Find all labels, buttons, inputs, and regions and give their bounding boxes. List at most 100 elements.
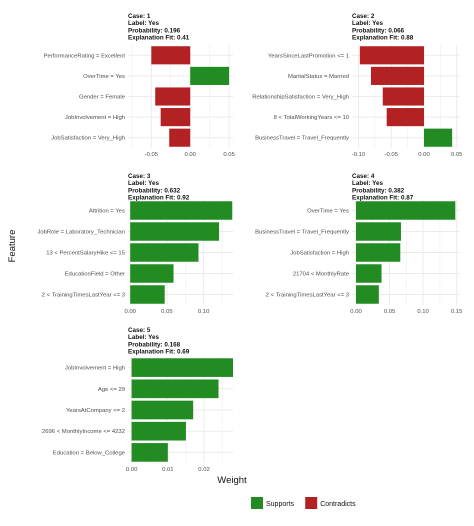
facet-header-fit-line: Explanation Fit: 0.92 (128, 195, 190, 202)
facet-header-prob-line: Probability: 0.168 (128, 341, 181, 348)
facet-header-case-label: Case: 5 (128, 327, 151, 334)
x-tick-label: 0.00 (126, 467, 138, 473)
x-tick-label: 0.00 (184, 152, 196, 158)
feature-label: 8 < TotalWorkingYears <= 10 (274, 115, 350, 121)
facet-header-prob-line: Probability: 0.382 (352, 187, 405, 194)
bar-supports (356, 222, 401, 241)
bar-supports (130, 264, 174, 283)
x-tick-label: 0.10 (417, 309, 429, 315)
bar-contradicts (151, 46, 191, 65)
legend-swatch-contradicts (305, 497, 318, 509)
feature-label: 13 < PercentSalaryHike <= 15 (46, 251, 125, 257)
facet-header-label-line: Label: Yes (352, 20, 384, 27)
x-tick-label: 0.02 (198, 467, 209, 473)
x-tick-label: 0.00 (124, 309, 136, 315)
feature-label: PerformanceRating = Excellent (44, 53, 126, 59)
x-tick-label: -0.05 (385, 152, 399, 158)
feature-label: 21704 < MonthlyRate (293, 272, 350, 278)
bar-contradicts (386, 108, 424, 127)
bar-supports (130, 222, 220, 241)
facet-header-fit-line: Explanation Fit: 0.88 (352, 35, 414, 42)
feature-label: JobSatisfaction = Very_High (51, 136, 125, 142)
x-tick-label: 0.15 (451, 309, 463, 315)
x-tick-label: 0.00 (418, 152, 430, 158)
facet-header-case-label: Case: 2 (352, 13, 375, 20)
facet-header-label-line: Label: Yes (352, 180, 384, 187)
feature-label: RelationshipSatisfaction = Very_High (252, 95, 349, 101)
feature-label: JobInvolvement = High (65, 366, 125, 372)
feature-label: OverTime = Yes (83, 74, 125, 80)
facet-header-case-label: Case: 3 (128, 173, 151, 180)
feature-label: JobInvolvement = High (65, 115, 125, 121)
feature-label: 2696 < MonthlyIncome <= 4232 (42, 429, 125, 435)
facet-header-case-label: Case: 1 (128, 13, 151, 20)
bar-supports (131, 379, 219, 399)
bar-contradicts (155, 87, 191, 106)
feature-label: Education = Below_College (53, 450, 126, 456)
facet-header-prob-line: Probability: 0.066 (352, 27, 405, 34)
bar-supports (131, 358, 233, 377)
feature-label: 2 < TrainingTimesLastYear <= 3 (266, 293, 350, 299)
feature-label: EducationField = Other (65, 272, 125, 278)
x-tick-label: 0.01 (162, 467, 173, 473)
x-tick-label: 0.05 (451, 152, 463, 158)
feature-label: YearsAtCompany <= 2 (66, 408, 125, 414)
bar-supports (130, 285, 165, 304)
facet-header-label-line: Label: Yes (128, 334, 160, 341)
bar-supports (356, 285, 379, 304)
legend-label-supports: Supports (266, 501, 295, 508)
bar-contradicts (169, 128, 191, 147)
feature-label: BusinessTravel = Travel_Frequently (255, 230, 349, 236)
bar-supports (356, 264, 382, 283)
feature-label: Age <= 29 (98, 387, 125, 393)
feature-label: 2 < TrainingTimesLastYear <= 3 (42, 293, 126, 299)
bar-supports (190, 66, 230, 85)
bar-supports (131, 443, 168, 462)
facet-header-label-line: Label: Yes (128, 180, 160, 187)
bar-supports (130, 243, 199, 262)
feature-label: BusinessTravel = Travel_Frequently (255, 136, 349, 142)
bar-contradicts (359, 46, 424, 65)
bar-supports (131, 400, 194, 420)
bar-supports (356, 201, 456, 220)
x-tick-label: 0.10 (198, 309, 210, 315)
bar-contradicts (382, 87, 424, 106)
bar-contradicts (160, 108, 191, 127)
x-tick-label: -0.10 (352, 152, 366, 158)
x-tick-label: 0.05 (223, 152, 235, 158)
feature-label: YearsSinceLastPromotion <= 1 (268, 53, 349, 59)
bar-contradicts (370, 66, 424, 85)
feature-label: OverTime = Yes (307, 209, 349, 215)
facet-header-case-label: Case: 4 (352, 173, 375, 180)
feature-label: Attrition = Yes (89, 209, 125, 215)
bar-supports (130, 201, 233, 220)
x-tick-label: 0.05 (384, 309, 396, 315)
facet-header-fit-line: Explanation Fit: 0.69 (128, 349, 190, 356)
feature-label: MaritalStatus = Married (288, 74, 349, 80)
facet-header-prob-line: Probability: 0.632 (128, 187, 181, 194)
y-axis-title: Feature (7, 230, 18, 263)
bar-supports (424, 128, 453, 147)
x-axis-title: Weight (217, 475, 247, 486)
bar-supports (131, 421, 186, 441)
facet-header-prob-line: Probability: 0.196 (128, 27, 181, 34)
facet-header-fit-line: Explanation Fit: 0.87 (352, 195, 414, 202)
feature-label: Gender = Female (79, 95, 126, 101)
feature-label: JobSatisfaction = High (290, 251, 349, 257)
feature-label: JobRole = Laboratory_Technician (37, 230, 125, 236)
legend-label-contradicts: Contradicts (320, 501, 356, 508)
bar-supports (356, 243, 401, 262)
x-tick-label: 0.05 (161, 309, 173, 315)
facet-header-label-line: Label: Yes (128, 20, 160, 27)
legend-swatch-supports (251, 497, 263, 509)
legend: Supports Contradicts (251, 497, 356, 509)
facet-header-fit-line: Explanation Fit: 0.41 (128, 35, 190, 42)
x-tick-label: 0.00 (350, 309, 362, 315)
x-tick-label: -0.05 (145, 152, 159, 158)
